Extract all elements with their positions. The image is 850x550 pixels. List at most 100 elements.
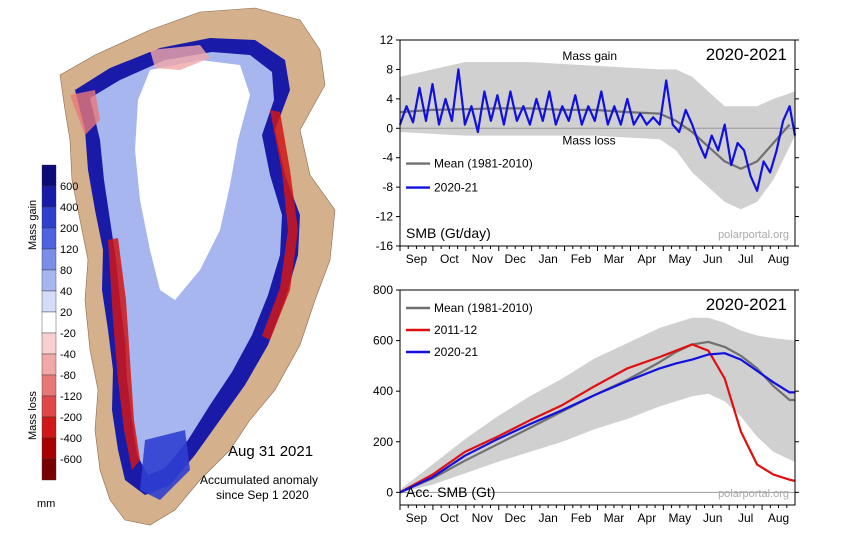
legend-swatch	[41, 206, 57, 229]
legend-swatch	[41, 353, 57, 376]
y-tick-label: 12	[380, 33, 394, 47]
y-tick-label: 0	[386, 121, 393, 135]
x-tick-label: Jan	[538, 252, 557, 266]
legend-tick-label: 200	[60, 223, 78, 235]
chart-title: 2020-2021	[706, 295, 787, 314]
legend-loss-label: Mass loss	[27, 391, 39, 440]
legend-label: 2020-21	[434, 181, 478, 195]
legend-swatch	[41, 416, 57, 439]
legend-tick-label: -400	[60, 433, 82, 445]
legend-swatch	[41, 374, 57, 397]
legend-tick-label: -600	[60, 454, 82, 466]
x-tick-label: Jun	[703, 252, 722, 266]
legend-swatch	[41, 227, 57, 250]
x-tick-label: Mar	[604, 252, 625, 266]
series-line-mean-1981-2010-	[399, 340, 795, 494]
legend-swatch	[41, 437, 57, 460]
y-tick-label: 4	[386, 92, 393, 106]
legend-swatch	[41, 332, 57, 355]
x-tick-label: May	[668, 252, 691, 266]
northern-loss-zone	[150, 45, 210, 70]
x-tick-label: Feb	[571, 252, 592, 266]
map-date: Aug 31 2021	[228, 443, 313, 460]
annotation-mass-gain: Mass gain	[562, 49, 617, 63]
ice-sheet-interior	[135, 60, 250, 300]
x-tick-label: May	[668, 511, 691, 525]
legend-label: 2011-12	[434, 323, 477, 337]
watermark: polarportal.org	[718, 229, 789, 241]
x-tick-label: Sep	[406, 252, 428, 266]
y-tick-label: -8	[382, 180, 393, 194]
legend-label: Mean (1981-2010)	[434, 301, 533, 315]
chart-ylabel: Acc. SMB (Gt)	[406, 484, 495, 500]
series-line-mean-1981-2010-	[399, 107, 791, 170]
legend-label: 2020-21	[434, 345, 478, 359]
x-tick-label: Jun	[703, 511, 722, 525]
legend-tick-label: 400	[60, 202, 78, 214]
legend-swatch	[41, 290, 57, 313]
northwest-loss-zone	[70, 90, 100, 135]
y-tick-label: 8	[386, 62, 393, 76]
x-tick-label: Aug	[768, 511, 789, 525]
legend-swatch	[41, 164, 57, 187]
legend-label: Mean (1981-2010)	[434, 157, 533, 171]
legend-swatch	[41, 311, 57, 334]
x-tick-label: Apr	[638, 252, 657, 266]
legend-tick-label: 600	[60, 181, 78, 193]
map-caption-line1: Accumulated anomaly	[200, 473, 318, 487]
legend-tick-label: 20	[60, 307, 72, 319]
legend-tick-label: 120	[60, 244, 78, 256]
range-band	[400, 317, 795, 493]
legend-gain-label: Mass gain	[27, 200, 39, 250]
legend-swatch	[41, 185, 57, 208]
map-caption-line2: since Sep 1 2020	[216, 488, 309, 502]
y-tick-label: -16	[376, 239, 394, 253]
legend-swatch	[41, 269, 57, 292]
legend-tick-label: -40	[60, 349, 76, 361]
chart-ylabel: SMB (Gt/day)	[406, 225, 491, 241]
accumulated-smb-chart: 800 600 400 200 0 Sep Oct Nov Dec Jan Feb Mar Apr May…	[373, 283, 799, 525]
x-tick-label: Feb	[571, 511, 592, 525]
x-tick-label: Oct	[440, 252, 459, 266]
greenland-smb-map: 600 400 200 120 80 40 20 -20 -40 -80 -120 -200 -400 -…	[27, 7, 336, 526]
y-tick-label: -12	[376, 210, 394, 224]
series-line-2020-21	[398, 68, 797, 192]
chart-title: 2020-2021	[706, 45, 787, 64]
x-tick-label: Nov	[472, 511, 493, 525]
legend-tick-label: 80	[60, 265, 72, 277]
daily-smb-chart: 12 8 4 0 -4 -8 -12 -16 Sep Oct Nov Dec Jan Feb Mar Apr M…	[376, 33, 799, 266]
y-tick-label: 400	[373, 384, 393, 398]
legend-unit: mm	[37, 498, 55, 510]
legend-swatch	[41, 395, 57, 418]
legend-tick-label: 40	[60, 286, 72, 298]
x-tick-label: Jan	[538, 511, 557, 525]
x-tick-label: Jul	[738, 252, 753, 266]
legend-tick-label: -20	[60, 328, 76, 340]
x-tick-label: Sep	[406, 511, 428, 525]
western-loss-zone	[108, 238, 140, 470]
x-tick-label: Nov	[472, 252, 493, 266]
y-tick-label: 800	[373, 283, 393, 297]
x-tick-label: Oct	[440, 511, 459, 525]
series-line-2011-12	[399, 343, 796, 494]
x-tick-label: Aug	[768, 252, 789, 266]
map-legend: 600 400 200 120 80 40 20 -20 -40 -80 -120 -200 -400 -…	[41, 164, 82, 481]
y-tick-label: 200	[373, 435, 393, 449]
y-tick-label: 600	[373, 334, 393, 348]
legend-swatch	[41, 248, 57, 271]
y-tick-label: 0	[386, 485, 393, 499]
watermark: polarportal.org	[718, 488, 789, 500]
x-tick-label: Jul	[738, 511, 753, 525]
y-tick-label: -4	[382, 151, 393, 165]
x-tick-label: Dec	[505, 252, 526, 266]
southern-gain-zone	[140, 430, 190, 500]
x-tick-label: Mar	[604, 511, 625, 525]
legend-swatch	[41, 458, 57, 481]
legend-tick-label: -80	[60, 370, 76, 382]
annotation-mass-loss: Mass loss	[562, 133, 615, 147]
eastern-loss-zone	[262, 110, 298, 340]
x-tick-label: Apr	[638, 511, 657, 525]
series-line-2020-21	[399, 352, 795, 494]
x-tick-label: Dec	[505, 511, 526, 525]
legend-tick-label: -120	[60, 391, 82, 403]
